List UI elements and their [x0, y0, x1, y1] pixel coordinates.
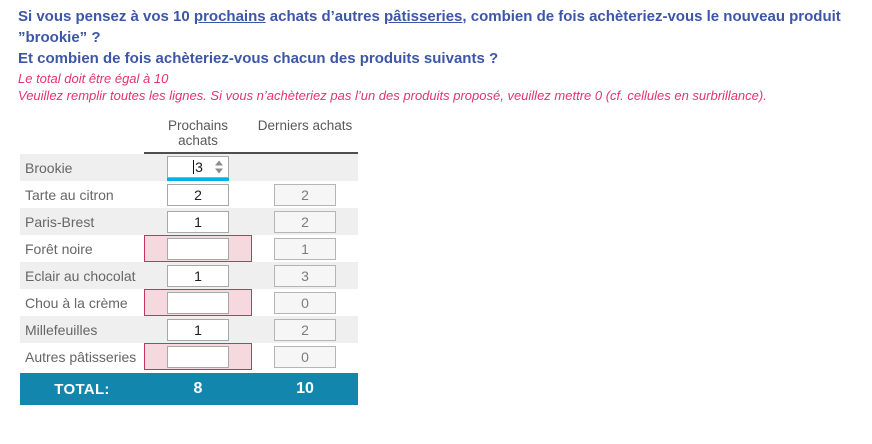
last-purchases-value: 2	[274, 210, 336, 233]
product-label: Paris-Brest	[25, 213, 95, 230]
next-purchases-input[interactable]	[167, 183, 229, 206]
last-purchases-cell: 2	[252, 316, 358, 343]
last-purchases-cell: 0	[252, 343, 358, 370]
product-row: Brookie 3	[20, 154, 358, 181]
next-purchases-input[interactable]	[167, 291, 229, 314]
product-row: Chou à la crème 0	[20, 289, 358, 316]
number-stepper[interactable]	[215, 160, 223, 174]
total-next-purchases: 8	[193, 380, 203, 397]
last-purchases-cell: 0	[252, 289, 358, 316]
product-row: Autres pâtisseries 0	[20, 343, 358, 370]
spinner-up-icon[interactable]	[215, 160, 223, 166]
focused-input-wrap: 3	[167, 156, 229, 181]
question-underlined-word: prochains	[193, 8, 266, 25]
question-part: , combien de fois achèteriez-vous le nou…	[18, 8, 841, 46]
text-caret	[193, 160, 195, 174]
header-columns: Prochains achats Derniers achats	[144, 118, 358, 154]
highlight-cell	[144, 289, 252, 316]
next-purchases-cell	[144, 316, 252, 343]
last-purchases-cell: 3	[252, 262, 358, 289]
next-purchases-input[interactable]: 3	[167, 156, 229, 178]
column-header-next-purchases: Prochains achats	[167, 118, 229, 148]
product-label: Brookie	[25, 159, 73, 176]
product-label: Chou à la crème	[25, 294, 128, 311]
highlight-cell	[144, 343, 252, 370]
instruction-fill-note: Veuillez remplir toutes les lignes. Si v…	[18, 88, 767, 103]
product-label: Tarte au citron	[25, 186, 114, 203]
last-purchases-value: 1	[274, 237, 336, 260]
instruction-total-note: Le total doit être égal à 10	[18, 71, 169, 86]
product-row: Forêt noire 1	[20, 235, 358, 262]
question-line2: Et combien de fois achèteriez-vous chacu…	[18, 50, 499, 67]
purchase-table: Prochains achats Derniers achats Brookie…	[20, 110, 358, 405]
question-underlined-word: pâtisseries	[384, 8, 463, 25]
next-purchases-input[interactable]	[167, 264, 229, 287]
next-purchases-input[interactable]	[167, 318, 229, 341]
product-label: Millefeuilles	[25, 321, 98, 338]
next-purchases-input[interactable]	[167, 210, 229, 233]
product-label: Eclair au chocolat	[25, 267, 136, 284]
question-part: achats d’autres	[265, 8, 384, 25]
last-purchases-cell: 2	[252, 208, 358, 235]
last-purchases-cell: 2	[252, 181, 358, 208]
spinner-down-icon[interactable]	[215, 168, 223, 174]
last-purchases-cell: 1	[252, 235, 358, 262]
next-purchases-input[interactable]	[167, 345, 229, 368]
product-row: Eclair au chocolat 3	[20, 262, 358, 289]
total-last-purchases: 10	[296, 380, 314, 397]
product-label: Forêt noire	[25, 240, 93, 257]
last-purchases-value: 0	[274, 345, 336, 368]
question-part: Si vous pensez à vos 10	[18, 8, 194, 25]
table-header: Prochains achats Derniers achats	[20, 110, 358, 154]
product-row: Tarte au citron 2	[20, 181, 358, 208]
next-purchases-cell	[144, 208, 252, 235]
highlight-cell	[144, 235, 252, 262]
product-label: Autres pâtisseries	[25, 348, 137, 365]
next-purchases-cell	[144, 262, 252, 289]
last-purchases-value: 2	[274, 318, 336, 341]
last-purchases-cell	[252, 154, 358, 181]
next-purchases-cell	[144, 181, 252, 208]
last-purchases-value: 0	[274, 291, 336, 314]
last-purchases-value: 3	[274, 264, 336, 287]
next-purchases-input[interactable]	[167, 237, 229, 260]
total-row: TOTAL: 8 10	[20, 373, 358, 405]
column-header-last-purchases: Derniers achats	[257, 118, 353, 133]
question-title: Si vous pensez à vos 10 prochains achats…	[18, 6, 856, 69]
total-label: TOTAL:	[54, 380, 110, 398]
next-purchases-cell: 3	[144, 154, 252, 181]
product-row: Paris-Brest 2	[20, 208, 358, 235]
last-purchases-value: 2	[274, 183, 336, 206]
focus-underline	[167, 178, 229, 181]
product-row: Millefeuilles 2	[20, 316, 358, 343]
input-value: 3	[195, 159, 203, 175]
